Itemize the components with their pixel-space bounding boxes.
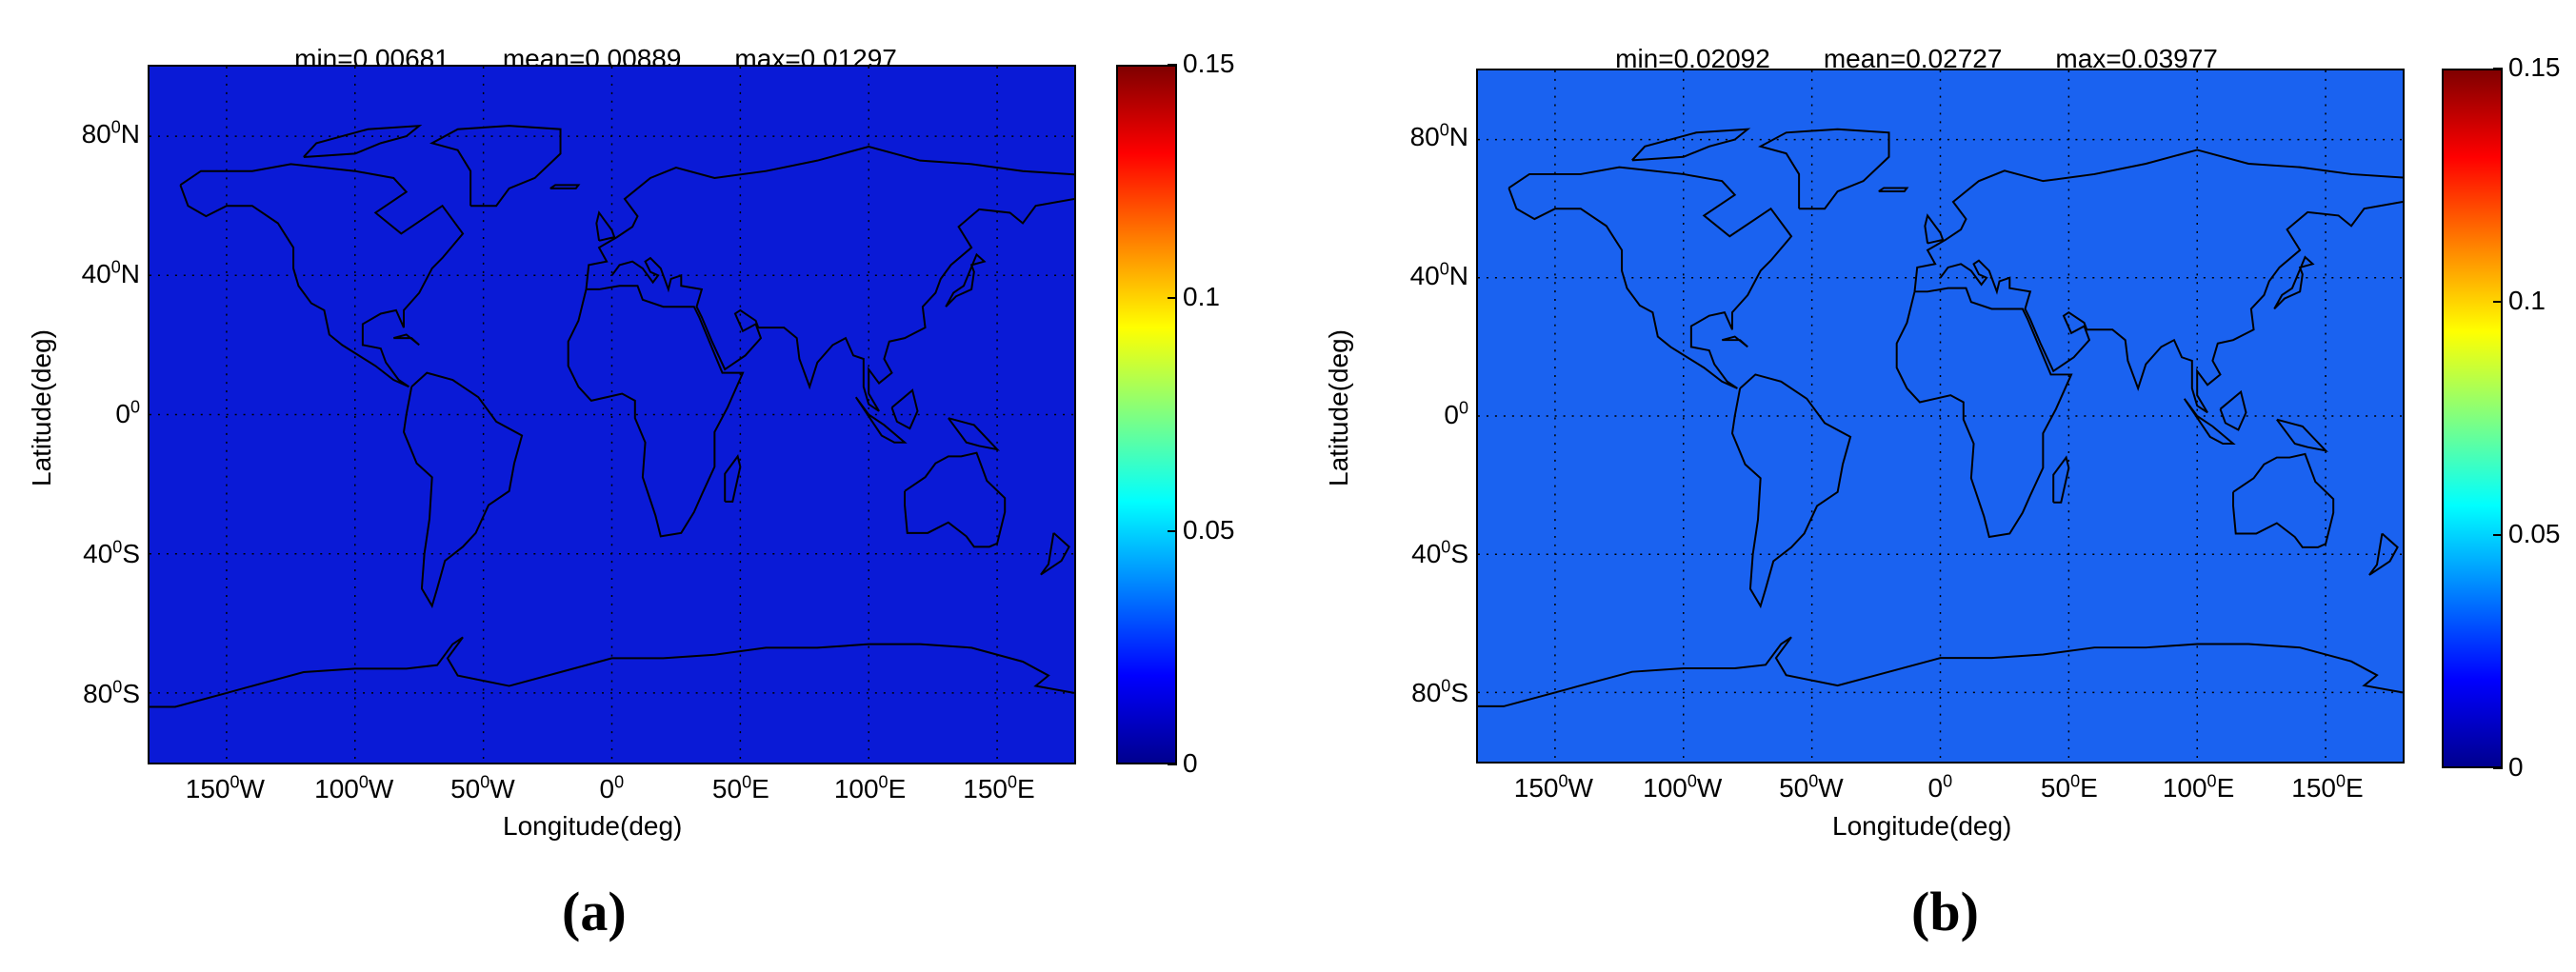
coastline <box>610 197 1074 412</box>
x-tick-label: 1000E <box>2162 771 2235 803</box>
colorbar-tick-mark <box>2493 534 2503 536</box>
x-tick-label: 1500E <box>963 772 1035 803</box>
colorbar-tick-label: 0.1 <box>1183 282 1220 311</box>
colorbar-tick-label: 0.15 <box>2508 52 2561 82</box>
coastline <box>1924 213 1945 245</box>
coastline <box>1040 532 1070 576</box>
stats-line: min=0.00681 mean=0.00889 max=0.01297 <box>265 13 950 73</box>
colorbar-tick-mark <box>2493 301 2503 303</box>
coastline <box>1913 149 2403 292</box>
coastline <box>2368 532 2399 576</box>
coastline <box>948 417 1000 451</box>
coastline <box>595 210 616 242</box>
world-map <box>148 65 1076 764</box>
stat-max: max=0.03977 <box>2055 44 2218 73</box>
x-tick-label: 00 <box>599 772 625 803</box>
colorbar-tick-label: 0.15 <box>1183 49 1235 78</box>
coastline <box>549 184 581 189</box>
coastline <box>2273 255 2315 310</box>
coastline <box>945 252 987 307</box>
y-tick-label: 400N <box>1409 259 1468 290</box>
colorbar-tick-label: 0 <box>1183 748 1198 778</box>
coastline <box>904 451 1007 548</box>
coastline <box>150 636 1074 708</box>
y-tick-label: 400N <box>81 257 140 288</box>
x-tick-label: 00 <box>1927 771 1953 803</box>
panel-b: min=0.02092 mean=0.02727 max=0.03977 Latit… <box>1288 0 2575 972</box>
coastline <box>179 163 465 388</box>
coastline <box>2232 452 2335 548</box>
panel-label: (a) <box>562 881 627 942</box>
panel-label: (b) <box>1911 881 1979 942</box>
coastline <box>1758 128 1890 210</box>
colorbar-tick-mark <box>1168 530 1177 532</box>
coastline <box>1730 373 1852 609</box>
x-tick-label: 1000E <box>833 772 907 803</box>
map-svg <box>150 67 1074 763</box>
colorbar <box>2442 69 2503 768</box>
stat-mean: mean=0.02727 <box>1823 44 2003 73</box>
y-tick-label: 400S <box>83 537 140 568</box>
x-tick-label: 1500E <box>2291 771 2364 803</box>
y-axis-label: Latitude(deg) <box>27 328 56 486</box>
y-tick-label: 800N <box>81 117 140 149</box>
stat-min: min=0.02092 <box>1615 44 1770 73</box>
colorbar-tick-mark <box>2493 68 2503 69</box>
coastline <box>1508 166 1793 389</box>
y-axis-label: Latitude(deg) <box>1324 328 1353 486</box>
coastline <box>1721 335 1748 348</box>
colorbar-tick-mark <box>1168 297 1177 299</box>
y-tick-label: 800S <box>1411 676 1468 707</box>
coastline <box>567 285 745 538</box>
y-tick-label: 00 <box>1444 398 1468 429</box>
coastline <box>1478 636 2403 707</box>
x-tick-label: 1500W <box>1513 771 1593 803</box>
x-tick-label: 1000W <box>314 772 394 803</box>
coastline <box>2052 455 2070 504</box>
coastline <box>890 388 919 430</box>
coastline <box>1878 187 1909 193</box>
x-tick-label: 500E <box>2040 771 2098 803</box>
colorbar-tick-label: 0 <box>2508 752 2524 782</box>
world-map <box>1476 69 2405 764</box>
y-tick-label: 800S <box>83 677 140 708</box>
x-tick-label: 500W <box>1779 771 1844 803</box>
y-tick-label: 400S <box>1411 537 1468 568</box>
coastline <box>2276 418 2328 452</box>
coastline <box>854 396 908 444</box>
coastline <box>1939 201 2403 414</box>
coastline <box>303 124 423 158</box>
colorbar-tick-mark <box>1168 764 1177 765</box>
colorbar-tick-label: 0.05 <box>2508 519 2561 548</box>
x-tick-label: 500W <box>450 772 515 803</box>
stats-line: min=0.02092 mean=0.02727 max=0.03977 <box>1586 13 2271 73</box>
coastline <box>392 333 420 347</box>
map-svg <box>1478 70 2403 762</box>
x-tick-label: 1500W <box>185 772 265 803</box>
coastline <box>585 146 1074 290</box>
y-tick-label: 00 <box>115 397 140 428</box>
x-axis-label: Longitude(deg) <box>1832 811 2012 841</box>
map-grid <box>150 67 1074 763</box>
colorbar <box>1116 65 1177 764</box>
coastline <box>2219 389 2247 431</box>
coastline <box>402 371 524 608</box>
y-tick-label: 800N <box>1409 120 1468 151</box>
coastline <box>724 454 742 503</box>
colorbar-tick-mark <box>1168 64 1177 66</box>
coastline <box>2183 398 2236 446</box>
x-tick-label: 500E <box>711 772 769 803</box>
coastlines <box>1478 128 2403 707</box>
x-tick-label: 1000W <box>1643 771 1723 803</box>
coastline <box>429 125 562 208</box>
coastline <box>1895 287 2073 539</box>
coastlines <box>150 124 1074 708</box>
x-axis-label: Longitude(deg) <box>503 811 683 841</box>
panel-a: min=0.00681 mean=0.00889 max=0.01297 Latit… <box>27 13 1235 942</box>
colorbar-tick-mark <box>2493 767 2503 769</box>
coastline <box>1631 128 1751 162</box>
colorbar-tick-label: 0.05 <box>1183 515 1235 545</box>
colorbar-tick-label: 0.1 <box>2508 286 2546 315</box>
